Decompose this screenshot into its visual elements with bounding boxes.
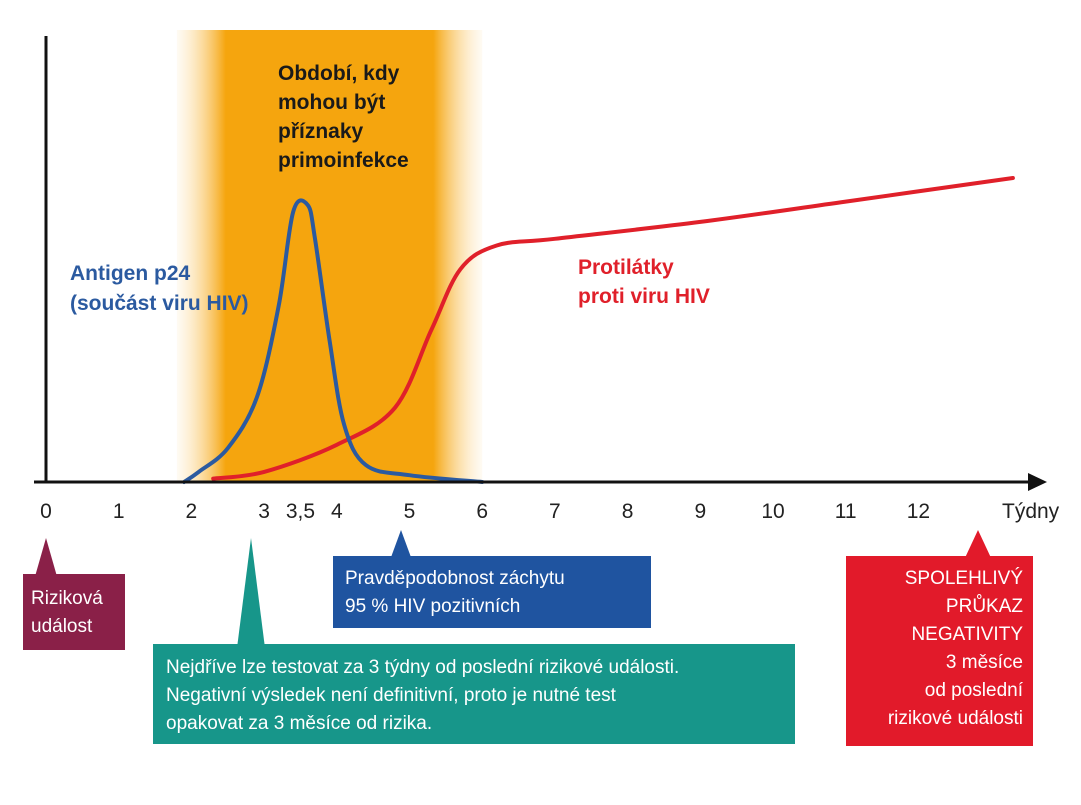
negativity-line-4: 3 měsíce: [946, 652, 1023, 673]
x-tick-label: 0: [40, 500, 52, 523]
risk-event-line-2: událost: [31, 616, 93, 637]
antibodies-label: Protilátky proti viru HIV: [578, 256, 710, 308]
x-tick-label: 3,5: [286, 500, 315, 523]
first-test-box: [153, 644, 795, 744]
symptom-period-line-1: Období, kdy: [278, 62, 400, 85]
negativity-box: [846, 556, 1033, 746]
x-tick-label: 8: [622, 500, 634, 523]
x-tick-label: 12: [907, 500, 930, 523]
detection-pointer: [390, 530, 412, 560]
symptom-period-line-2: mohou být: [278, 91, 385, 114]
symptom-period-label: Období, kdy mohou být příznaky primoinfe…: [278, 62, 409, 172]
x-tick-label: 3: [258, 500, 270, 523]
antibodies-label-line-2: proti viru HIV: [578, 285, 710, 308]
x-tick-label: 11: [835, 500, 857, 523]
risk-event-pointer: [34, 538, 58, 580]
symptom-period-line-4: primoinfekce: [278, 149, 409, 172]
x-tick-label: 4: [331, 500, 343, 523]
negativity-line-1: SPOLEHLIVÝ: [905, 568, 1024, 589]
x-tick-label: 5: [404, 500, 416, 523]
x-tick-label: 7: [549, 500, 561, 523]
antigen-p24-curve: [182, 198, 485, 484]
negativity-line-3: NEGATIVITY: [911, 624, 1023, 645]
first-test-callout: Nejdříve lze testovat za 3 týdny od posl…: [153, 538, 795, 744]
x-tick-label: 2: [186, 500, 198, 523]
antigen-label-line-2: (součást viru HIV): [70, 292, 249, 315]
antibodies-curve: [211, 176, 1015, 481]
first-test-pointer: [237, 538, 265, 648]
negativity-line-6: rizikové události: [888, 708, 1023, 729]
detection-line-1: Pravděpodobnost záchytu: [345, 568, 565, 589]
risk-event-box: [23, 574, 125, 650]
first-test-line-1: Nejdříve lze testovat za 3 týdny od posl…: [166, 657, 679, 678]
first-test-line-2: Negativní výsledek není definitivní, pro…: [166, 685, 617, 706]
negativity-callout: SPOLEHLIVÝ PRŮKAZ NEGATIVITY 3 měsíce od…: [846, 530, 1033, 746]
symptom-period-line-3: příznaky: [278, 120, 364, 143]
negativity-line-2: PRŮKAZ: [946, 595, 1023, 617]
negativity-line-5: od poslední: [925, 680, 1024, 701]
first-test-line-3: opakovat za 3 měsíce od rizika.: [166, 713, 432, 734]
detection-callout: Pravděpodobnost záchytu 95 % HIV pozitiv…: [333, 530, 651, 628]
x-axis-arrowhead: [1028, 473, 1047, 491]
x-tick-labels: 0 1 2 3 3,5 4 5 6 7 8 9 10 11 12: [40, 500, 930, 523]
symptom-period-band: [176, 30, 483, 482]
antibodies-label-line-1: Protilátky: [578, 256, 674, 279]
antigen-label-line-1: Antigen p24: [70, 262, 190, 285]
x-unit-label: Týdny: [1002, 500, 1060, 523]
negativity-pointer: [964, 530, 992, 560]
antigen-label: Antigen p24 (součást viru HIV): [70, 262, 249, 315]
x-tick-label: 10: [761, 500, 784, 523]
x-tick-label: 6: [476, 500, 488, 523]
detection-box: [333, 556, 651, 628]
risk-event-line-1: Riziková: [31, 588, 103, 609]
risk-event-callout: Riziková událost: [23, 538, 125, 650]
detection-line-2: 95 % HIV pozitivních: [345, 596, 520, 617]
x-tick-label: 1: [113, 500, 125, 523]
x-tick-label: 9: [694, 500, 706, 523]
